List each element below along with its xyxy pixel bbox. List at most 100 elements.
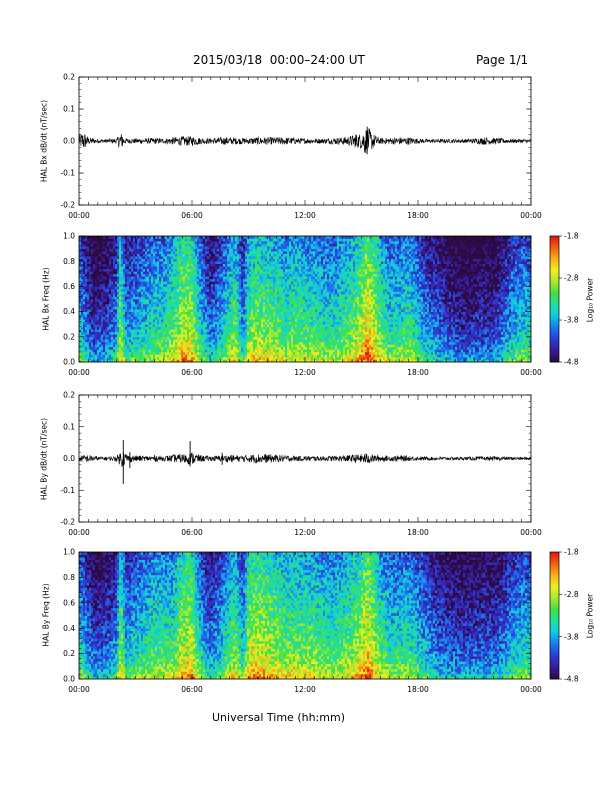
spectrogram-cell xyxy=(167,304,170,307)
spectrogram-cell xyxy=(163,334,166,338)
spectrogram-cell xyxy=(183,236,186,239)
spectrogram-cell xyxy=(81,293,84,297)
spectrogram-cell xyxy=(151,309,154,312)
spectrogram-cell xyxy=(81,266,84,270)
spectrogram-cell xyxy=(205,286,208,290)
spectrogram-cell xyxy=(211,246,214,249)
spectrogram-cell xyxy=(199,306,202,310)
spectrogram-cell xyxy=(79,241,82,244)
spectrogram-cell xyxy=(203,291,206,295)
spectrogram-cell xyxy=(149,351,152,355)
spectrogram-cell xyxy=(251,309,254,312)
spectrogram-cell xyxy=(213,291,216,295)
spectrogram-cell xyxy=(199,356,202,360)
spectrogram-cell xyxy=(159,253,162,257)
spectrogram-cell xyxy=(191,296,194,300)
spectrogram-cell xyxy=(187,293,190,297)
spectrogram-cell xyxy=(103,251,106,254)
spectrogram-cell xyxy=(169,309,172,312)
spectrogram-cell xyxy=(217,246,220,249)
spectrogram-cell xyxy=(155,283,158,287)
spectrogram-cell xyxy=(173,253,176,257)
spectrogram-cell xyxy=(201,309,204,312)
spectrogram-cell xyxy=(195,304,198,307)
spectrogram-cell xyxy=(251,324,254,328)
spectrogram-cell xyxy=(219,256,222,259)
spectrogram-cell xyxy=(169,258,172,262)
spectrogram-cell xyxy=(257,278,260,282)
spectrogram-cell xyxy=(241,246,244,249)
spectrogram-cell xyxy=(249,319,252,322)
spectrogram-cell xyxy=(109,273,112,277)
spectrogram-cell xyxy=(87,331,90,335)
spectrogram-cell xyxy=(227,248,230,252)
spectrogram-cell xyxy=(173,331,176,335)
spectrogram-cell xyxy=(117,236,120,239)
spectrogram-cell xyxy=(219,339,222,343)
spectrogram-cell xyxy=(115,296,118,300)
spectrogram-cell xyxy=(213,268,216,272)
spectrogram-cell xyxy=(113,306,116,310)
spectrogram-cell xyxy=(257,309,260,312)
spectrogram-cell xyxy=(191,331,194,335)
spectrogram-cell xyxy=(145,253,148,257)
spectrogram-cell xyxy=(103,241,106,244)
spectrogram-cell xyxy=(223,278,226,282)
spectrogram-cell xyxy=(265,258,268,262)
spectrogram-cell xyxy=(261,331,264,335)
spectrogram-cell xyxy=(119,251,122,254)
spectrogram-cell xyxy=(193,241,196,244)
spectrogram-cell xyxy=(259,299,262,302)
spectrogram-cell xyxy=(119,288,122,292)
spectrogram-cell xyxy=(95,349,98,353)
spectrogram-cell xyxy=(157,309,160,312)
spectrogram-cell xyxy=(169,238,172,242)
spectrogram-cell xyxy=(229,344,232,348)
spectrogram-cell xyxy=(189,336,192,340)
spectrogram-cell xyxy=(85,263,88,267)
spectrogram-cell xyxy=(223,263,226,267)
spectrogram-cell xyxy=(247,359,250,363)
spectrogram-cell xyxy=(257,354,260,358)
spectrogram-cell xyxy=(205,314,208,317)
spectrogram-cell xyxy=(165,359,168,363)
spectrogram-cell xyxy=(117,281,120,285)
spectrogram-cell xyxy=(247,306,250,310)
spectrogram-cell xyxy=(251,266,254,270)
spectrogram-cell xyxy=(265,346,268,350)
spectrogram-cell xyxy=(237,316,240,320)
spectrogram-cell xyxy=(103,268,106,272)
spectrogram-cell xyxy=(233,283,236,287)
spectrogram-cell xyxy=(109,311,112,315)
spectrogram-cell xyxy=(115,256,118,259)
spectrogram-cell xyxy=(183,316,186,320)
spectrogram-cell xyxy=(175,281,178,285)
spectrogram-cell xyxy=(195,311,198,315)
spectrogram-cell xyxy=(81,256,84,259)
spectrogram-cell xyxy=(135,319,138,322)
spectrogram-cell xyxy=(177,268,180,272)
spectrogram-cell xyxy=(157,354,160,358)
spectrogram-cell xyxy=(195,261,198,265)
spectrogram-cell xyxy=(253,286,256,290)
spectrogram-cell xyxy=(155,341,158,345)
spectrogram-cell xyxy=(91,326,94,330)
spectrogram-cell xyxy=(241,241,244,244)
spectrogram-cell xyxy=(117,238,120,242)
spectrogram-cell xyxy=(195,354,198,358)
spectrogram-cell xyxy=(159,299,162,302)
spectrogram-cell xyxy=(123,309,126,312)
spectrogram-cell xyxy=(181,334,184,338)
spectrogram-cell xyxy=(177,243,180,247)
spectrogram-cell xyxy=(225,316,228,320)
spectrogram-cell xyxy=(89,266,92,270)
spectrogram-cell xyxy=(235,246,238,249)
spectrogram-cell xyxy=(233,319,236,322)
spectrogram-cell xyxy=(225,334,228,338)
spectrogram-cell xyxy=(131,324,134,328)
spectrogram-cell xyxy=(133,263,136,267)
spectrogram-cell xyxy=(233,238,236,242)
spectrogram-cell xyxy=(209,271,212,275)
spectrogram-cell xyxy=(129,263,132,267)
spectrogram-cell xyxy=(137,319,140,322)
